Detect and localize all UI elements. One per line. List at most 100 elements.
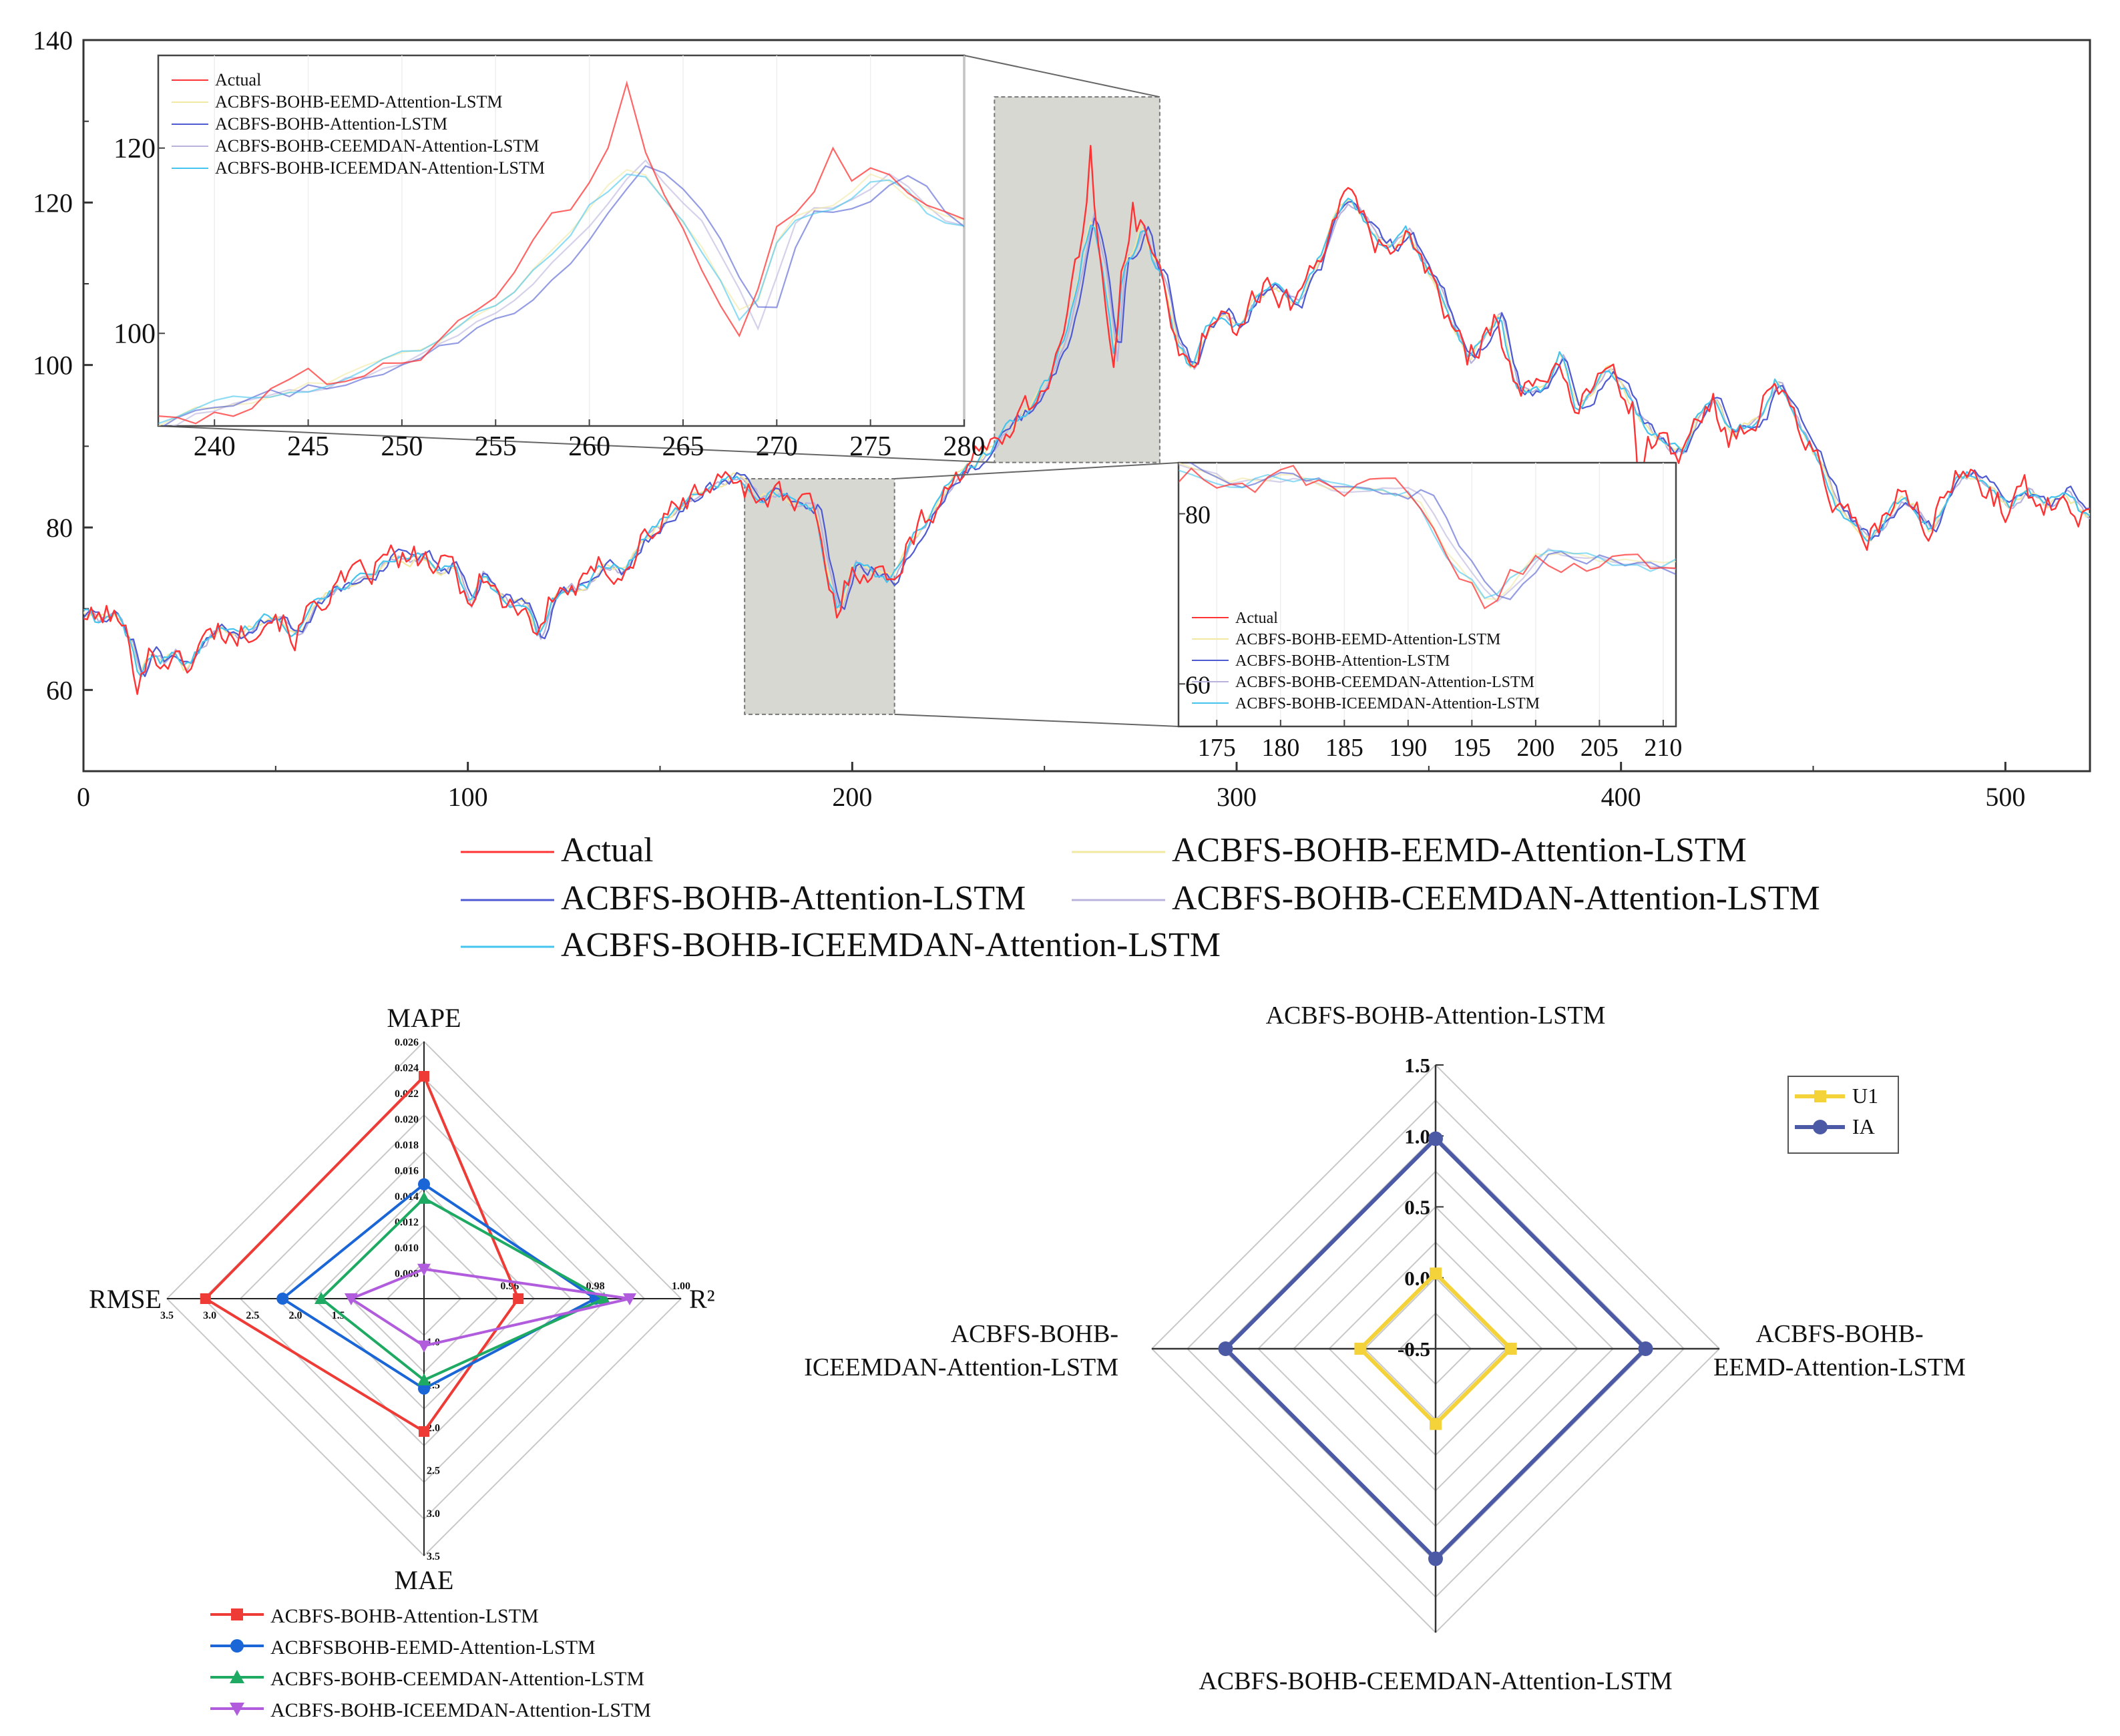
radar2-tick-label: 0.0 <box>1404 1267 1430 1290</box>
connector-line <box>964 55 1160 98</box>
main-series-line-0 <box>83 145 2090 695</box>
main-x-tick-label: 500 <box>1985 782 2025 812</box>
inset-y-tick-label: 100 <box>114 318 156 349</box>
inset-1: 240 245 250 255 260 265 270 275 280 100 120 Actual A… <box>114 54 986 462</box>
radar1-tick-label: 2.5 <box>427 1466 440 1477</box>
inset-x-tick-label: 180 <box>1261 734 1299 762</box>
radar1-marker-0 <box>200 1293 211 1304</box>
inset-x-tick-label: 195 <box>1453 734 1491 762</box>
radar2-axis-name: ACBFS-BOHB-Attention-LSTM <box>1266 1002 1606 1030</box>
main-y-axis: 60 80 100 120 140 <box>33 25 93 705</box>
radar1-marker-2 <box>314 1292 328 1304</box>
radar2-marker-1 <box>1638 1341 1653 1356</box>
radar2-legend-marker <box>1814 1090 1826 1102</box>
radar1-marker-1 <box>418 1178 430 1190</box>
radar1-tick-label: 0.008 <box>395 1269 419 1280</box>
radar1-axis-name-mape: MAPE <box>387 1003 461 1033</box>
highlight-rect-2 <box>744 478 895 715</box>
radar1-tick-label: 2.0 <box>427 1423 440 1434</box>
radar2-marker-1 <box>1428 1551 1443 1566</box>
highlight-region-2 <box>744 478 895 715</box>
radar1-marker-2 <box>417 1191 431 1204</box>
radar2-tick-label: 1.0 <box>1404 1124 1430 1148</box>
connector-lines <box>158 55 1179 727</box>
inset-y-tick-label: 60 <box>1185 671 1211 699</box>
radar2-legend-label: U1 <box>1852 1084 1878 1108</box>
radar1-legend-marker <box>230 1670 244 1683</box>
main-x-tick-label: 200 <box>832 782 872 812</box>
inset-legend-label: ACBFS-BOHB-ICEEMDAN-Attention-LSTM <box>1235 695 1540 712</box>
main-legend-label: ACBFS-BOHB-ICEEMDAN-Attention-LSTM <box>561 926 1221 964</box>
radar1-tick-label: 3.5 <box>427 1551 440 1562</box>
radar1-tick-label: 0.010 <box>395 1243 419 1254</box>
radar2-axis-name: ACBFS-BOHB- <box>951 1320 1118 1348</box>
highlight-rect-1 <box>994 96 1160 463</box>
radar1-series-polygon-0 <box>203 1074 520 1434</box>
radar2-axis-name: EEMD-Attention-LSTM <box>1713 1353 1966 1381</box>
inset-legend-label: ACBFS-BOHB-Attention-LSTM <box>215 114 447 134</box>
connector-line <box>894 713 1179 727</box>
radar1-marker-1 <box>276 1293 289 1305</box>
radar1-tick-label: 3.5 <box>160 1310 174 1321</box>
radar2-tick-label: -0.5 <box>1398 1337 1430 1361</box>
radar2-axis-name: ACBFS-BOHB- <box>1755 1320 1923 1348</box>
main-x-tick-label: 300 <box>1217 782 1257 812</box>
inset-x-tick-label: 260 <box>568 431 610 462</box>
radar1-marker-2 <box>597 1292 611 1304</box>
radar2-marker-0 <box>1430 1267 1442 1280</box>
radar1-axis-name-mae: MAE <box>395 1565 454 1595</box>
radar2-axis-name: ICEEMDAN-Attention-LSTM <box>804 1353 1118 1381</box>
main-series-line-4 <box>83 198 2090 678</box>
connector-line <box>158 425 995 463</box>
main-x-axis: 0 100 200 300 400 500 <box>77 762 2025 812</box>
inset-series-line-0 <box>1179 465 1676 610</box>
radar2-marker-0 <box>1354 1343 1367 1355</box>
inset-x-tick-label: 280 <box>943 431 986 462</box>
connector-line <box>894 462 1179 479</box>
radar1-tick-label: 0.98 <box>586 1281 605 1292</box>
radar2-marker-1 <box>1218 1341 1233 1356</box>
radar1-marker-1 <box>418 1382 430 1395</box>
inset-x-tick-label: 240 <box>194 431 236 462</box>
main-y-tick-label: 60 <box>46 675 73 705</box>
inset-series-line-2 <box>162 165 964 426</box>
main-series-line-1 <box>83 199 2090 672</box>
inset-x-tick-label: 270 <box>756 431 798 462</box>
main-y-tick-label: 80 <box>46 513 73 543</box>
main-legend-label: Actual <box>561 831 654 869</box>
radar1-tick-label: 0.016 <box>395 1166 419 1177</box>
radar2-legend-box <box>1787 1076 1899 1154</box>
radar1-legend-label: ACBFS-BOHB-CEEMDAN-Attention-LSTM <box>270 1668 644 1690</box>
inset-series-group <box>1179 463 1676 610</box>
inset-x-tick-label: 190 <box>1389 734 1427 762</box>
radar2-marker-0 <box>1504 1343 1517 1355</box>
inset-x-tick-label: 275 <box>849 431 891 462</box>
radar1-legend-marker <box>230 1639 244 1653</box>
inset-series-line-4 <box>158 173 964 425</box>
inset-x-tick-label: 205 <box>1580 734 1619 762</box>
inset-legend-label: ACBFS-BOHB-EEMD-Attention-LSTM <box>1235 631 1500 648</box>
radar1-axis-name-rmse: RMSE <box>89 1284 162 1314</box>
radar1-tick-label: 3.0 <box>203 1310 216 1321</box>
main-y-tick-label: 140 <box>33 25 73 55</box>
radar1-tick-label: 0.018 <box>395 1140 419 1151</box>
radar-chart-u1-ia: -0.5 0.0 0.5 1.0 1.5 ACBFS-BOHB-Attention-LST… <box>804 1002 1966 1695</box>
radar1-marker-2 <box>417 1373 431 1385</box>
radar2-marker-0 <box>1430 1418 1442 1430</box>
inset-series-line-0 <box>158 80 964 425</box>
main-y-tick-label: 100 <box>33 351 73 381</box>
inset-x-tick-label: 265 <box>662 431 704 462</box>
inset-legend-label: ACBFS-BOHB-ICEEMDAN-Attention-LSTM <box>215 158 545 178</box>
inset-x-tick-label: 245 <box>287 431 329 462</box>
inset-x-tick-label: 185 <box>1325 734 1363 762</box>
inset-y-tick-label: 120 <box>114 134 156 164</box>
inset-legend-label: Actual <box>215 70 261 89</box>
radar1-legend-label: ACBFSBOHB-EEMD-Attention-LSTM <box>270 1637 596 1659</box>
inset-legend-label: ACBFS-BOHB-CEEMDAN-Attention-LSTM <box>215 136 539 156</box>
radar1-marker-0 <box>419 1070 429 1082</box>
inset-legend-label: ACBFS-BOHB-CEEMDAN-Attention-LSTM <box>1235 674 1534 691</box>
inset-x-tick-label: 210 <box>1644 734 1682 762</box>
radar2-legend-label: IA <box>1852 1114 1875 1138</box>
radar1-legend-label: ACBFS-BOHB-ICEEMDAN-Attention-LSTM <box>270 1699 651 1721</box>
